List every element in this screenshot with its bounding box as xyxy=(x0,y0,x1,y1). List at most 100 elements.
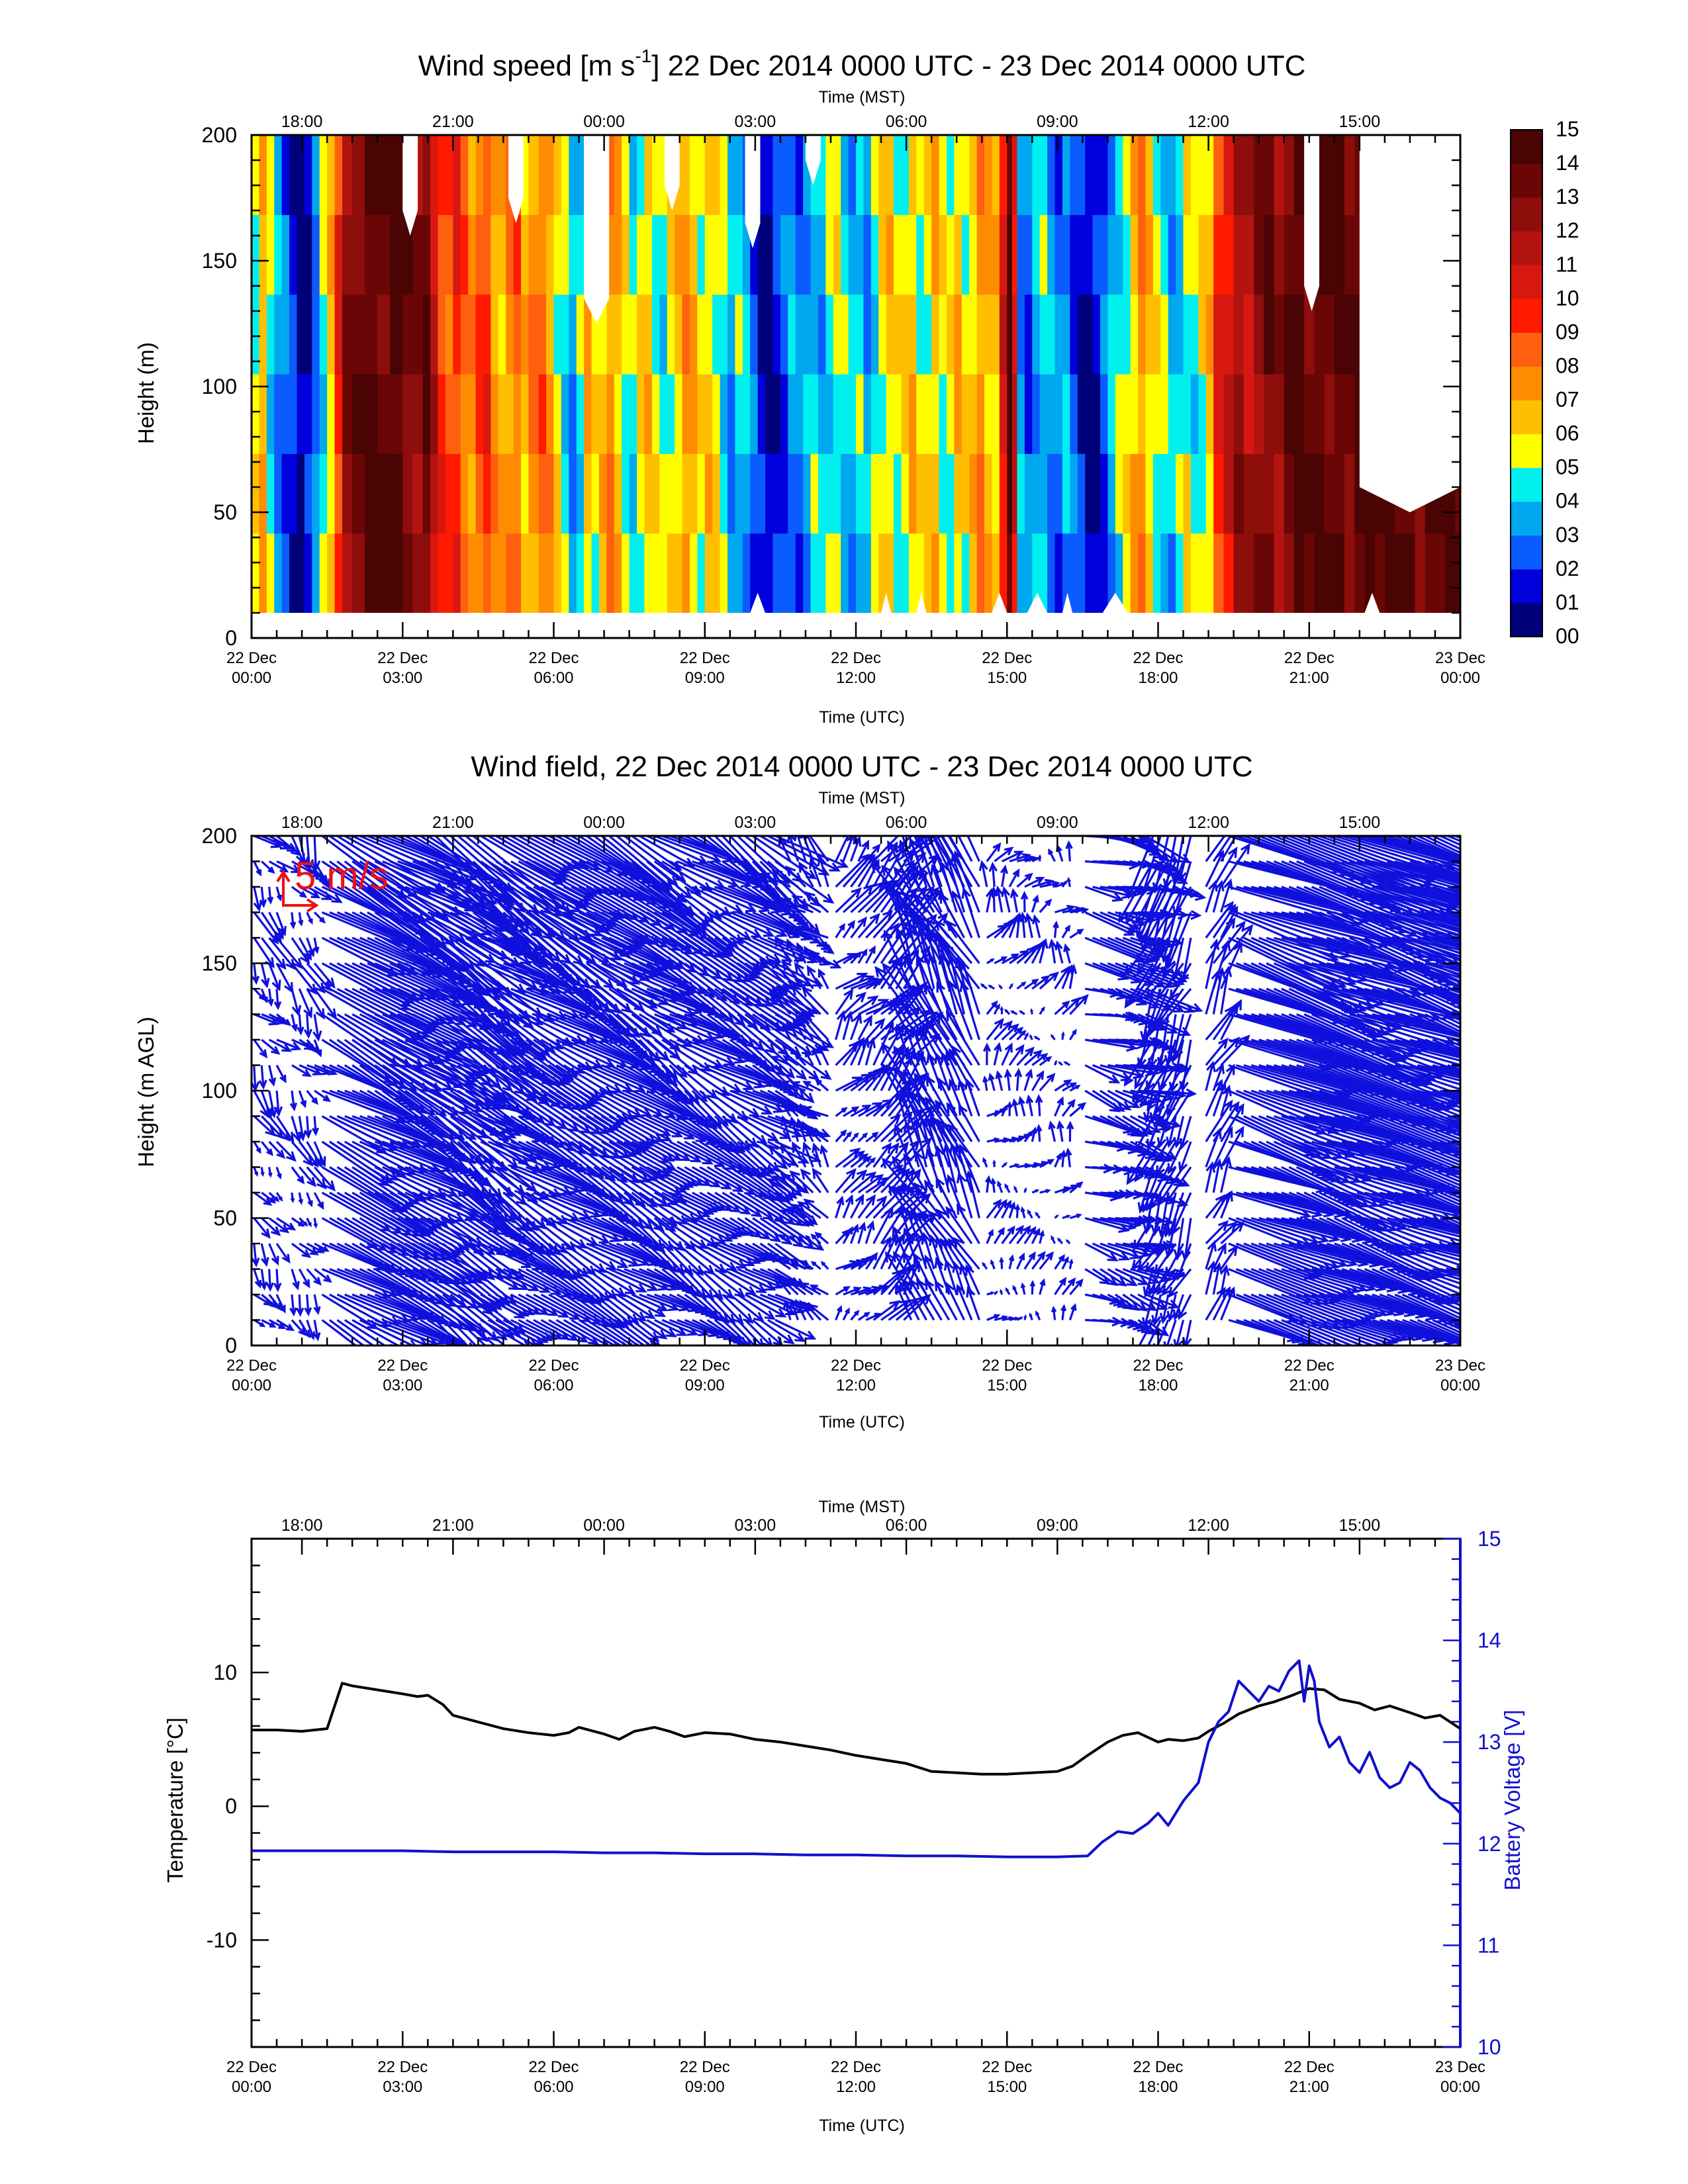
wind-arrow xyxy=(404,1064,492,1109)
speed-cell xyxy=(795,214,804,295)
wind-arrow xyxy=(548,1217,597,1246)
wind-arrow-head xyxy=(867,1220,875,1231)
wind-arrow-head xyxy=(914,1072,924,1084)
wind-arrow xyxy=(457,1319,487,1345)
speed-cell xyxy=(833,135,841,215)
speed-cell xyxy=(1100,294,1109,375)
wind-arrow xyxy=(261,1217,280,1236)
wind-arrow xyxy=(336,1115,409,1149)
wind-arrow-head xyxy=(895,927,905,939)
speed-cell xyxy=(1293,533,1305,614)
speed-cell xyxy=(312,135,320,215)
speed-cell xyxy=(460,214,469,295)
speed-cell xyxy=(334,374,343,454)
wind-arrow xyxy=(457,1268,505,1308)
speed-cell xyxy=(1017,374,1025,454)
missing-data-region xyxy=(916,592,927,613)
wind-arrow xyxy=(669,962,714,998)
colorbar-swatch xyxy=(1511,433,1542,469)
missing-data-region xyxy=(1304,135,1319,311)
wind-arrow xyxy=(967,1172,980,1218)
speed-cell xyxy=(856,135,865,215)
wind-arrow xyxy=(352,1268,410,1295)
speed-cell xyxy=(528,294,539,375)
wind-arrow xyxy=(298,1294,302,1315)
speed-cell xyxy=(651,294,660,375)
wind-arrow xyxy=(268,1038,291,1052)
wind-arrow-head xyxy=(808,1303,818,1314)
wind-arrow-head xyxy=(775,985,787,996)
speed-cell xyxy=(833,214,841,295)
speed-cell xyxy=(1077,135,1086,215)
speed-cell xyxy=(513,533,522,614)
wind-arrow-head xyxy=(812,1142,821,1154)
speed-cell xyxy=(468,214,477,295)
wind-arrow-head xyxy=(935,1208,947,1220)
wind-arrow xyxy=(722,1242,765,1262)
wind-arrow xyxy=(684,1064,729,1096)
wind-arrow xyxy=(268,1090,275,1116)
speed-cell xyxy=(1274,533,1285,614)
wind-arrow-head xyxy=(959,1143,968,1156)
wind-arrow xyxy=(593,1319,635,1345)
speed-cell xyxy=(430,374,439,454)
wind-arrow-head xyxy=(894,1123,904,1136)
speed-cell xyxy=(622,533,630,614)
speed-cell xyxy=(491,374,499,454)
wind-arrow-head xyxy=(308,918,313,925)
wind-arrow xyxy=(946,1103,973,1142)
x-tick-label: 15:00 xyxy=(987,669,1027,687)
wind-arrow xyxy=(653,1064,694,1105)
speed-cell xyxy=(894,533,902,614)
speed-cell xyxy=(513,374,522,454)
wind-arrow xyxy=(684,962,739,1004)
wind-arrow xyxy=(669,911,730,957)
speed-cell xyxy=(1152,533,1161,614)
wind-arrow xyxy=(306,1038,319,1053)
wind-arrow xyxy=(374,962,459,1003)
wind-arrow-head xyxy=(841,1107,848,1113)
wind-arrow xyxy=(313,1320,319,1340)
wind-arrow xyxy=(646,1191,696,1222)
wind-arrow xyxy=(767,1319,805,1342)
wind-arrow-head xyxy=(792,1237,805,1248)
wind-arrow-head xyxy=(298,1220,305,1227)
speed-cell xyxy=(1233,453,1244,534)
wind-arrow xyxy=(798,862,814,887)
wind-arrow-head xyxy=(806,869,818,880)
speed-cell xyxy=(622,374,630,454)
wind-arrow-head xyxy=(796,942,804,952)
speed-cell xyxy=(984,294,993,375)
wind-arrow xyxy=(843,1287,861,1296)
speed-cell xyxy=(1205,453,1214,534)
wind-speed-panel: Wind speed [m s-1] 22 Dec 2014 0000 UTC … xyxy=(134,46,1579,727)
wind-arrow-head xyxy=(303,1155,314,1167)
speed-cell xyxy=(576,533,585,614)
speed-cell xyxy=(1077,533,1086,614)
speed-cell xyxy=(810,453,819,534)
wind-arrow-head xyxy=(782,923,791,932)
speed-cell xyxy=(992,374,1000,454)
wind-arrow xyxy=(367,1319,428,1345)
speed-cell xyxy=(803,374,812,454)
wind-arrow xyxy=(434,1319,461,1345)
speed-cell xyxy=(773,214,781,295)
wind-arrow xyxy=(533,836,600,870)
wind-arrow-head xyxy=(651,1025,663,1036)
wind-arrow xyxy=(669,1166,702,1186)
speed-cell xyxy=(1017,294,1025,375)
speed-cell xyxy=(1254,374,1264,454)
wind-arrow xyxy=(624,1293,665,1317)
speed-cell xyxy=(1314,533,1325,614)
wind-arrow xyxy=(865,1038,874,1066)
wind-arrow-head xyxy=(846,1226,853,1235)
wind-arrow xyxy=(299,886,319,899)
speed-cell xyxy=(1039,135,1048,215)
wind-arrow xyxy=(923,1234,935,1269)
wind-arrow-head xyxy=(881,1042,892,1054)
wind-arrow-head xyxy=(291,864,302,874)
speed-cell xyxy=(281,374,290,454)
wind-arrow xyxy=(525,1268,580,1300)
wind-arrow xyxy=(420,1319,466,1345)
